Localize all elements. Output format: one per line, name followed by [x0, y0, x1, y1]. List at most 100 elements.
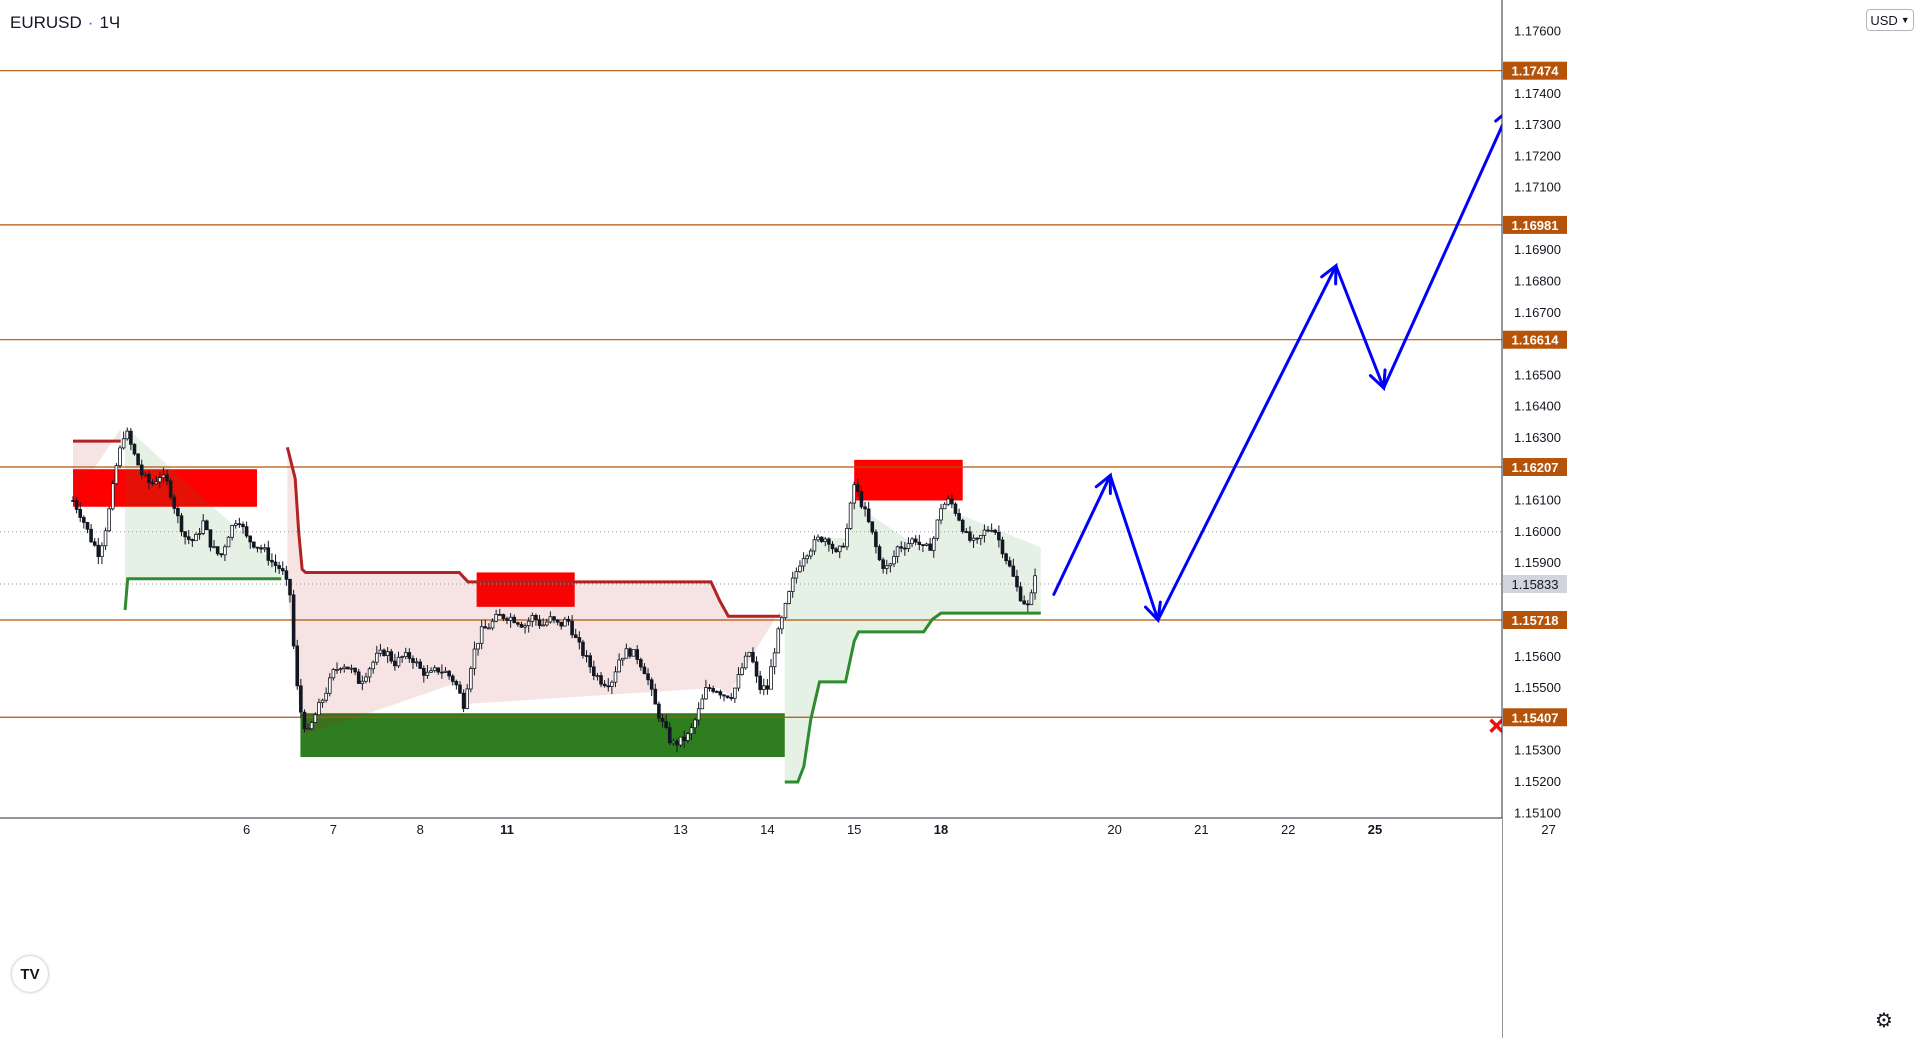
candle-body: [418, 661, 422, 669]
candle-body: [635, 649, 639, 660]
candle-body: [244, 526, 249, 537]
candle-body: [100, 545, 104, 557]
symbol-label: EURUSD: [10, 13, 82, 32]
candle-body: [541, 624, 545, 627]
price-tick-label: 1.17400: [1514, 86, 1561, 101]
candle-body: [132, 443, 137, 455]
price-tick-label: 1.16000: [1514, 524, 1561, 539]
candle-body: [595, 675, 600, 678]
candle-body: [729, 697, 734, 699]
candle-body: [447, 670, 451, 677]
candle-body: [230, 525, 234, 538]
candle-body: [787, 591, 791, 604]
candle-body: [92, 541, 97, 546]
candle-body: [476, 642, 480, 650]
price-tick-label: 1.16500: [1514, 367, 1561, 382]
candle-body: [801, 558, 806, 567]
separator-dot: ·: [88, 13, 94, 32]
candle-body: [736, 674, 741, 689]
candle-body: [903, 547, 907, 550]
candle-body: [288, 578, 292, 596]
candle-body: [223, 546, 227, 556]
level-price-badge: [1503, 330, 1567, 349]
candle-body: [454, 680, 459, 686]
candle-body: [313, 714, 318, 723]
date-label: 14: [760, 822, 774, 837]
candle-body: [874, 531, 878, 548]
candle-body: [407, 652, 412, 659]
level-price-badge-label: 1.16207: [1512, 460, 1559, 475]
candle-body: [899, 546, 904, 549]
level-price-badge: [1503, 708, 1567, 727]
candle-body: [194, 533, 198, 542]
candle-body: [403, 652, 408, 658]
candle-body: [704, 687, 708, 700]
candle-body: [671, 740, 676, 744]
candle-body: [212, 546, 216, 549]
candle-body: [895, 546, 900, 557]
candle-body: [197, 533, 202, 535]
candle-body: [942, 503, 947, 510]
candle-body: [950, 498, 954, 505]
candle-body: [129, 430, 133, 445]
candle-body: [501, 614, 506, 620]
candle-body: [302, 711, 307, 730]
candle-body: [725, 695, 730, 698]
candle-body: [693, 719, 697, 729]
candle-body: [610, 681, 614, 687]
candle-body: [935, 519, 940, 539]
candle-body: [870, 521, 875, 533]
candle-body: [353, 667, 357, 673]
candle-body: [114, 465, 119, 485]
candle-body: [548, 616, 553, 623]
candle-body: [837, 545, 842, 553]
candle-body: [982, 529, 987, 536]
candle-body: [856, 484, 860, 492]
currency-button[interactable]: USD ▼: [1866, 9, 1914, 31]
tradingview-logo-icon[interactable]: TV: [12, 956, 48, 992]
bearish-trail-fill: [73, 428, 121, 501]
candle-body: [349, 667, 354, 670]
candle-body: [248, 535, 253, 543]
candle-body: [657, 703, 661, 719]
candle-body: [266, 547, 271, 561]
candle-body: [805, 555, 809, 560]
levels-layer: [0, 70, 1502, 718]
candle-body: [1033, 575, 1037, 594]
candle-body: [110, 483, 115, 510]
candle-body: [490, 620, 495, 629]
candle-body: [295, 645, 300, 687]
price-axis[interactable]: 1.15100 1.15200 1.15300 1.15500 1.15600 1.159…: [1501, 0, 1920, 1038]
candle-body: [291, 594, 296, 647]
price-tick-label: 1.15600: [1514, 649, 1561, 664]
candle-body: [921, 544, 925, 546]
candle-body: [711, 688, 715, 692]
candle-body: [483, 626, 488, 629]
candle-body: [494, 613, 498, 622]
candle-body: [125, 430, 130, 440]
candle-body: [816, 536, 820, 541]
candle-body: [783, 603, 788, 619]
candle-body: [848, 502, 853, 529]
candle-body: [89, 528, 93, 543]
candle-body: [841, 545, 846, 548]
candle-body: [563, 618, 567, 627]
candle-body: [678, 736, 683, 746]
date-label: 8: [417, 822, 424, 837]
candle-body: [884, 565, 889, 569]
time-axis[interactable]: 6 7 8 11 13 14 15 18 20 21 22 25 27: [0, 817, 1556, 1038]
candle-body: [613, 671, 618, 683]
candle-body: [208, 529, 213, 548]
candle-body: [255, 546, 260, 549]
candle-body: [769, 666, 773, 690]
candle-body: [241, 524, 245, 528]
candle-body: [682, 736, 687, 741]
candle-body: [733, 687, 737, 699]
date-label: 15: [847, 822, 861, 837]
candle-body: [1011, 565, 1016, 577]
candle-body: [877, 546, 882, 561]
gear-icon[interactable]: ⚙: [1875, 1008, 1893, 1032]
candle-body: [812, 539, 817, 552]
candle-body: [660, 717, 665, 722]
